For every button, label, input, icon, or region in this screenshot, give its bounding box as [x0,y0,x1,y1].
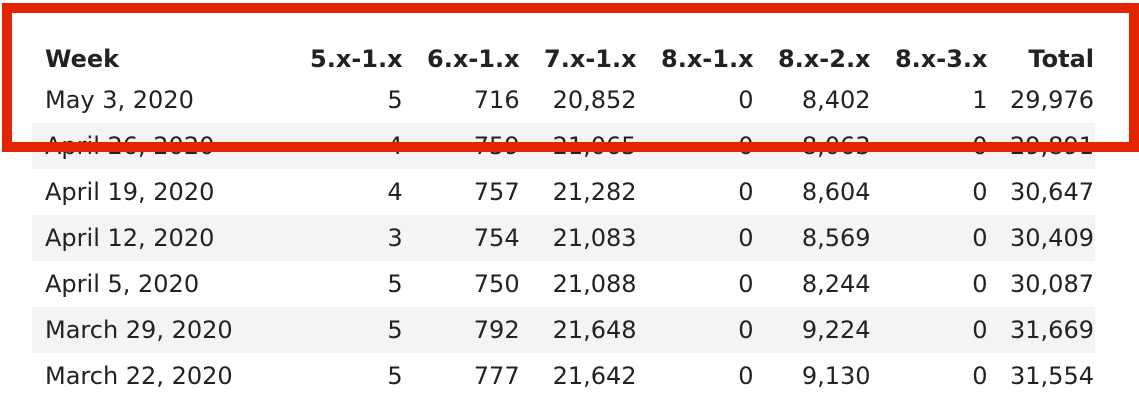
table-row: April 26, 2020 4 759 21,065 0 8,063 0 29,891 [32,123,1095,169]
table-cell: 21,065 [552,132,637,160]
table-cell: 8,063 [801,132,871,160]
table-row: May 3, 2020 5 716 20,852 0 8,402 1 29,976 [32,77,1095,123]
table-cell: 0 [972,270,988,298]
table-row: March 29, 2020 5 792 21,648 0 9,224 0 31,669 [32,307,1095,353]
column-header: Week [45,45,120,73]
table-cell: 20,852 [552,86,637,114]
table-cell: March 22, 2020 [45,362,233,390]
table-cell: 8,569 [801,224,871,252]
table-cell: 0 [972,362,988,390]
table-cell: 0 [972,178,988,206]
table-cell: 716 [473,86,520,114]
usage-table: Week 5.x-1.x 6.x-1.x 7.x-1.x 8.x-1.x 8.x-2.x 8… [32,27,1095,399]
table-cell: 30,409 [1010,224,1094,252]
column-header: 8.x-1.x [661,45,754,73]
table-cell: 0 [738,86,754,114]
column-header: 6.x-1.x [427,45,520,73]
table-cell: 21,642 [552,362,637,390]
table-cell: 31,669 [1010,316,1094,344]
table-cell: April 5, 2020 [45,270,200,298]
table-cell: 1 [972,86,988,114]
table-cell: 0 [738,178,754,206]
table-cell: 5 [387,316,403,344]
table-cell: 30,647 [1010,178,1094,206]
table-cell: 0 [738,362,754,390]
table-cell: 29,891 [1010,132,1094,160]
table-cell: 0 [738,270,754,298]
table-cell: 5 [387,270,403,298]
table-cell: 0 [738,132,754,160]
table-cell: 8,244 [801,270,871,298]
table-cell: 8,402 [801,86,871,114]
table-cell: April 19, 2020 [45,178,215,206]
table-cell: 31,554 [1010,362,1094,390]
table-cell: 21,088 [552,270,637,298]
table-cell: 0 [738,316,754,344]
header-row: Week 5.x-1.x 6.x-1.x 7.x-1.x 8.x-1.x 8.x-2.x 8… [32,27,1095,77]
table-cell: May 3, 2020 [45,86,194,114]
table-row: March 22, 2020 5 777 21,642 0 9,130 0 31,554 [32,353,1095,399]
table-row: April 19, 2020 4 757 21,282 0 8,604 0 30,647 [32,169,1095,215]
table-cell: 4 [387,132,403,160]
table-row: April 5, 2020 5 750 21,088 0 8,244 0 30,087 [32,261,1095,307]
table-cell: 750 [473,270,520,298]
table-cell: 9,130 [801,362,871,390]
table-cell: 777 [473,362,520,390]
table-cell: 5 [387,86,403,114]
table-cell: 754 [473,224,520,252]
table-row: April 12, 2020 3 754 21,083 0 8,569 0 30,409 [32,215,1095,261]
table-cell: March 29, 2020 [45,316,233,344]
table-cell: 3 [387,224,403,252]
table-cell: April 26, 2020 [45,132,215,160]
table-cell: 0 [972,224,988,252]
table-cell: 759 [473,132,520,160]
table-cell: 21,648 [552,316,637,344]
column-header: 5.x-1.x [310,45,403,73]
table-cell: 21,282 [552,178,637,206]
table-cell: 0 [972,132,988,160]
table-cell: 792 [473,316,520,344]
table-cell: 9,224 [801,316,871,344]
table-cell: 0 [972,316,988,344]
table-cell: 30,087 [1010,270,1094,298]
column-header: 8.x-3.x [894,45,988,73]
table-cell: April 12, 2020 [45,224,215,252]
table-cell: 757 [473,178,520,206]
column-header: 7.x-1.x [544,45,637,73]
column-header: 8.x-2.x [777,45,871,73]
column-header: Total [1028,45,1094,73]
table-cell: 5 [387,362,403,390]
table-cell: 8,604 [801,178,871,206]
table-cell: 4 [387,178,403,206]
table-cell: 21,083 [552,224,637,252]
table-cell: 0 [738,224,754,252]
table-cell: 29,976 [1010,86,1094,114]
